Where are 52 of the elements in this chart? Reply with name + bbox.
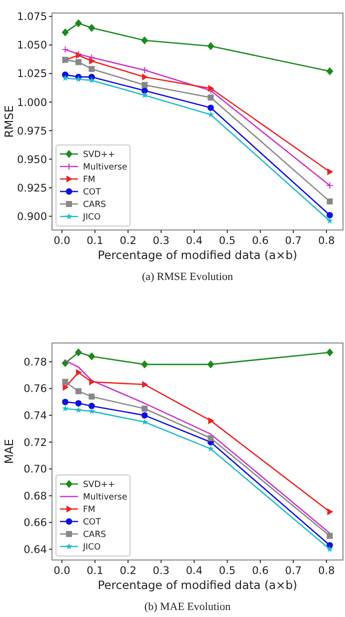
legend-label: JICO: [82, 212, 101, 222]
y-tick-label: 1.000: [16, 96, 47, 109]
x-tick-label: 0.6: [252, 235, 269, 247]
y-tick-label: 0.975: [16, 125, 47, 138]
x-tick-label: 0.7: [285, 235, 302, 247]
y-tick-label: 1.025: [16, 68, 47, 80]
legend-label: COT: [83, 517, 102, 528]
x-tick-label: 0.7: [285, 565, 302, 577]
y-axis-title: RMSE: [2, 105, 16, 138]
x-tick-label: 0.0: [54, 235, 70, 247]
legend-label: FM: [83, 504, 96, 515]
y-tick-label: 1.050: [16, 40, 47, 52]
y-tick-label: 0.78: [24, 356, 47, 368]
legend-label: JICO: [82, 542, 101, 552]
x-tick-label: 0.2: [120, 235, 136, 247]
legend-label: FM: [83, 174, 96, 185]
legend-label: CARS: [83, 200, 106, 210]
legend-label: Multiverse: [83, 162, 128, 172]
x-axis-title: Percentage of modified data (a×b): [98, 578, 298, 592]
text: (a) RMSE Evolution: [142, 271, 234, 283]
x-tick-label: 0.3: [152, 565, 170, 577]
legend-label: COT: [83, 187, 102, 198]
x-tick-label: 0.6: [252, 565, 269, 577]
y-axis-title: MAE: [2, 438, 16, 464]
x-tick-label: 0.5: [218, 235, 236, 247]
x-tick-label: 0.8: [318, 235, 335, 247]
y-tick-label: 0.950: [16, 154, 47, 166]
x-tick-label: 0.1: [86, 235, 104, 247]
y-tick-label: 0.64: [24, 544, 48, 556]
x-tick-label: 0.2: [120, 565, 136, 577]
x-tick-label: 0.0: [54, 565, 70, 577]
y-tick-label: 0.74: [24, 410, 48, 422]
y-tick-label: 0.900: [16, 210, 47, 223]
x-tick-label: 0.4: [186, 235, 203, 247]
text: (b) MAE Evolution: [144, 601, 232, 613]
legend-label: CARS: [83, 530, 106, 540]
y-tick-label: 0.72: [24, 436, 47, 449]
y-tick-label: 1.075: [16, 11, 47, 24]
y-tick-label: 0.70: [24, 464, 47, 476]
x-tick-label: 0.5: [218, 565, 236, 577]
legend-label: SVD++: [83, 480, 115, 490]
x-axis-title: Percentage of modified data (a×b): [98, 248, 298, 262]
y-tick-label: 0.925: [16, 182, 47, 194]
y-tick-label: 0.66: [24, 517, 48, 530]
y-tick-label: 0.76: [24, 383, 48, 396]
x-tick-label: 0.8: [318, 565, 335, 577]
x-tick-label: 0.3: [152, 235, 170, 247]
x-tick-label: 0.4: [186, 565, 203, 577]
legend-label: SVD++: [83, 150, 115, 160]
legend-label: Multiverse: [83, 492, 128, 502]
y-tick-label: 0.68: [24, 490, 47, 502]
x-tick-label: 0.1: [86, 565, 104, 577]
